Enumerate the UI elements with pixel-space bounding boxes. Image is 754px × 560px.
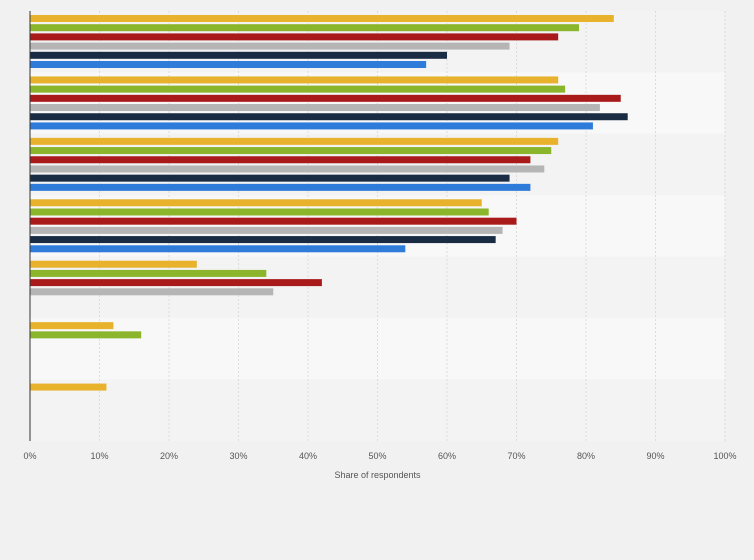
bar — [30, 217, 517, 225]
bar — [30, 113, 628, 121]
x-tick-label: 70% — [507, 451, 525, 461]
bar — [30, 236, 496, 244]
x-tick-label: 20% — [160, 451, 178, 461]
bar — [30, 269, 267, 277]
bar — [30, 61, 427, 68]
bar — [30, 156, 531, 164]
bar — [30, 24, 580, 32]
group-band — [30, 379, 725, 441]
x-tick-label: 40% — [299, 451, 317, 461]
bar — [30, 94, 621, 102]
bar — [30, 165, 545, 173]
bar — [30, 208, 489, 216]
bar — [30, 15, 614, 22]
bar — [30, 122, 593, 130]
bar — [30, 137, 559, 145]
x-tick-labels: 0% 10% 20% 30% 40% 50% 60% 70% 80% 90% 100% — [23, 451, 736, 461]
bar — [30, 331, 142, 339]
bar — [30, 51, 447, 59]
bar — [30, 42, 510, 50]
bar — [30, 322, 114, 330]
x-tick-label: 30% — [229, 451, 247, 461]
bar — [30, 288, 274, 296]
bar — [30, 174, 510, 182]
x-tick-label: 10% — [90, 451, 108, 461]
x-tick-label: 50% — [368, 451, 386, 461]
bar — [30, 183, 531, 191]
bar — [30, 245, 406, 253]
x-tick-label: 90% — [646, 451, 664, 461]
x-axis-title: Share of respondents — [334, 470, 421, 480]
bars — [30, 15, 628, 391]
bar — [30, 85, 566, 93]
bar — [30, 226, 503, 234]
bar — [30, 383, 107, 391]
x-tick-label: 100% — [713, 451, 736, 461]
bar — [30, 279, 322, 287]
x-tick-label: 60% — [438, 451, 456, 461]
x-tick-label: 0% — [23, 451, 36, 461]
bar — [30, 76, 559, 84]
bar — [30, 260, 197, 268]
bar — [30, 147, 552, 155]
x-tick-label: 80% — [577, 451, 595, 461]
bar — [30, 104, 600, 112]
bar — [30, 199, 482, 207]
bar — [30, 33, 559, 41]
